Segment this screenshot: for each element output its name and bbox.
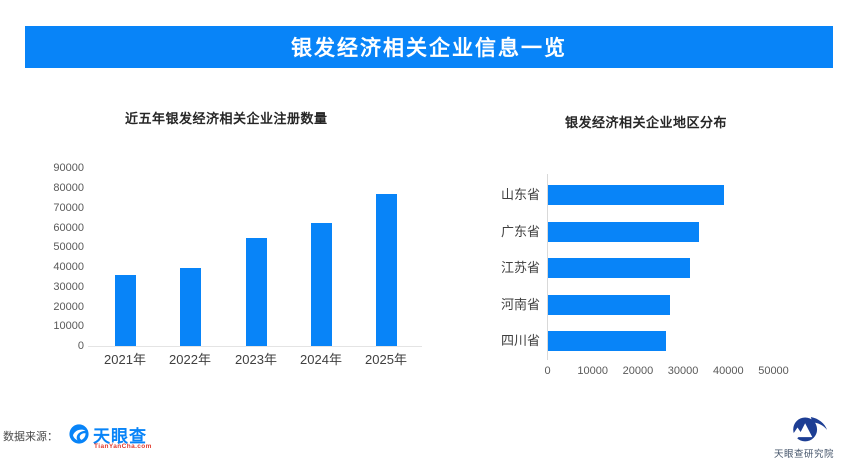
- tianyancha-domain: TianYanCha.com: [94, 443, 152, 450]
- region-bar: [548, 331, 666, 351]
- region-label: 四川省: [500, 333, 540, 348]
- registration-column-chart: 0 10000 20000 30000 40000 50000 60000 70000 8000…: [0, 160, 460, 390]
- right-chart-title: 银发经济相关企业地区分布: [565, 115, 728, 130]
- region-bar: [548, 185, 725, 205]
- institute-wordmark: 天眼查研究院: [773, 449, 834, 460]
- page-title: 银发经济相关企业信息一览: [291, 37, 567, 60]
- region-bar: [548, 258, 691, 278]
- y-axis-tick-label: 70000: [53, 201, 84, 214]
- y-axis-tick-label: 60000: [53, 221, 84, 234]
- region-bar-chart: 山东省广东省江苏省河南省四川省 0 10000 20000 30000 40000 5000…: [460, 160, 850, 390]
- data-source-label: 数据来源：: [3, 431, 58, 443]
- x-axis-category-label: 2023年: [235, 352, 277, 367]
- tianyancha-wordmark: 天眼查: [93, 427, 147, 446]
- region-label: 山东省: [500, 187, 540, 202]
- x-axis-tick-label: 20000: [622, 365, 654, 377]
- y-axis-tick-label: 80000: [53, 182, 84, 194]
- left-chart-title: 近五年银发经济相关企业注册数量: [125, 111, 328, 126]
- column-bar: [310, 222, 332, 346]
- y-axis-tick-label: 40000: [53, 261, 84, 273]
- y-axis-tick-label: 30000: [53, 280, 84, 293]
- institute-logo-icon: [787, 417, 828, 443]
- region-label: 河南省: [500, 296, 540, 312]
- x-axis-line: [88, 346, 422, 347]
- x-axis-category-label: 2022年: [169, 352, 211, 367]
- x-axis-category-label: 2025年: [365, 352, 407, 367]
- x-axis-category-label: 2024年: [300, 352, 342, 367]
- y-axis-tick-label: 0: [77, 340, 84, 352]
- region-label: 广东省: [500, 223, 540, 239]
- column-bar: [375, 193, 397, 346]
- region-bar: [548, 294, 671, 315]
- region-bar: [548, 221, 700, 242]
- x-axis-tick-label: 50000: [758, 365, 789, 377]
- column-bar: [179, 267, 201, 346]
- y-axis-tick-label: 10000: [53, 320, 84, 333]
- y-axis-line: [547, 174, 548, 360]
- column-bar: [245, 238, 267, 346]
- y-axis-tick-label: 50000: [53, 241, 84, 254]
- x-axis-tick-label: 0: [544, 365, 551, 377]
- x-axis-category-label: 2021年: [104, 352, 146, 367]
- y-axis-tick-label: 90000: [53, 162, 84, 175]
- column-bar: [114, 274, 136, 346]
- title-banner: 银发经济相关企业信息一览: [25, 26, 833, 68]
- x-axis-tick-label: 10000: [577, 365, 608, 377]
- y-axis-tick-label: 20000: [53, 300, 84, 313]
- tianyancha-eye-icon: [69, 424, 89, 444]
- x-axis-tick-label: 30000: [667, 365, 699, 377]
- region-label: 江苏省: [500, 260, 540, 275]
- x-axis-tick-label: 40000: [713, 365, 744, 377]
